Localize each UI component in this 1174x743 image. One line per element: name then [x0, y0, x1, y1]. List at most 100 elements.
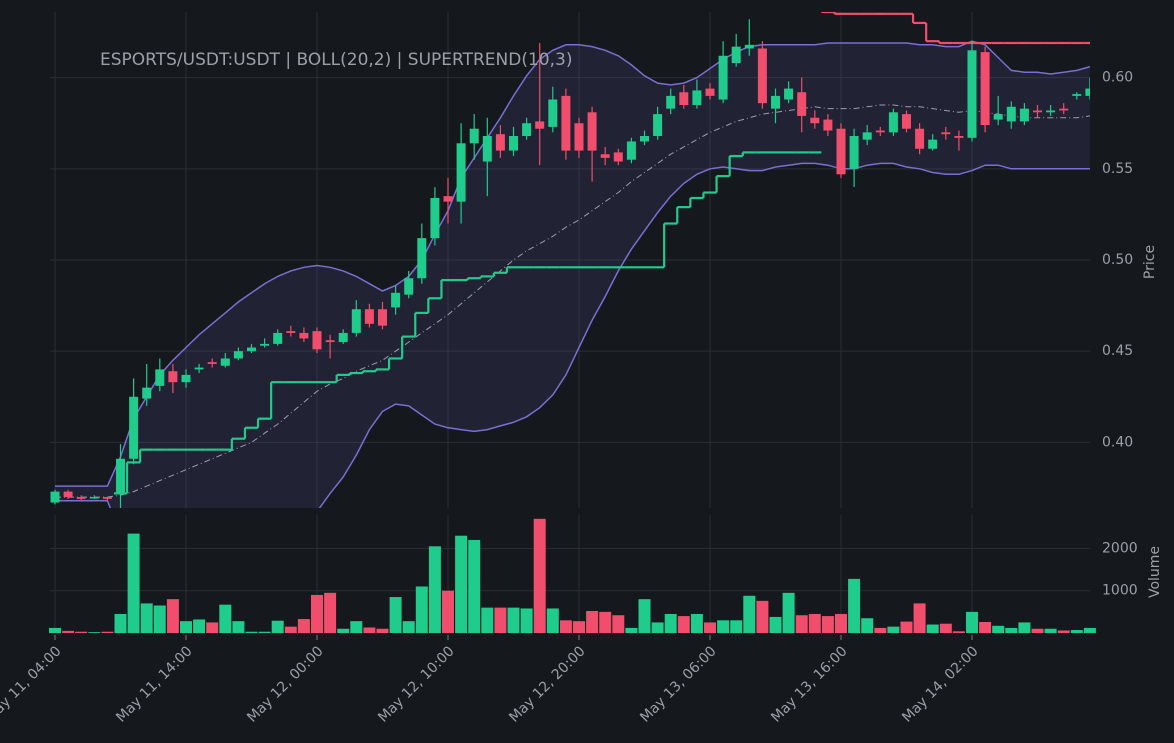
y-axis-label: Price	[1142, 245, 1158, 279]
candle-body	[836, 128, 846, 175]
candle-body	[928, 139, 938, 149]
candle-body	[1072, 94, 1082, 96]
volume-bar	[533, 518, 546, 633]
candle-body	[220, 358, 230, 366]
candle-body	[823, 119, 833, 131]
volume-bar	[166, 599, 179, 633]
volume-bar	[1044, 628, 1057, 633]
candle-body	[1046, 110, 1056, 113]
candle-body	[469, 128, 479, 144]
candle-body	[522, 123, 532, 136]
candle-body	[718, 55, 728, 100]
candle-body	[561, 95, 571, 151]
volume-bar	[153, 605, 166, 633]
volume-bar	[402, 621, 415, 633]
candle-body	[338, 332, 348, 343]
candle-body	[247, 347, 256, 352]
candle-body	[273, 332, 283, 344]
candle-body	[509, 136, 518, 151]
volume-bar	[795, 615, 808, 633]
candle-body	[574, 123, 584, 151]
candle-body	[207, 362, 217, 364]
volume-bar	[75, 631, 88, 633]
volume-bar	[690, 613, 703, 633]
candle-body	[116, 458, 125, 494]
volume-bar	[389, 597, 402, 633]
volume-bar	[677, 616, 690, 633]
candle-body	[50, 491, 60, 503]
candle-body	[902, 114, 911, 129]
candle-body	[640, 136, 649, 142]
volume-bar	[769, 616, 782, 633]
volume-bar	[900, 621, 913, 633]
chart-title: ESPORTS/USDT:USDT | BOLL(20,2) | SUPERTR…	[100, 50, 572, 70]
candle-body	[1033, 110, 1042, 113]
candle-body	[351, 309, 361, 333]
y-tick-label: 0.40	[1102, 434, 1133, 450]
volume-bar	[861, 618, 874, 633]
volume-bar	[193, 619, 206, 633]
candle-body	[63, 491, 73, 498]
candle-body	[286, 331, 296, 333]
candle-body	[404, 278, 414, 295]
volume-bar	[507, 607, 520, 633]
volume-bar	[311, 594, 323, 633]
candle-body	[666, 95, 676, 109]
candle-body	[1019, 108, 1029, 122]
y-axis-label: Volume	[1147, 546, 1163, 598]
candle-body	[1085, 88, 1090, 96]
candle-body	[391, 292, 401, 308]
volume-bar	[127, 533, 140, 633]
volume-bar	[743, 595, 756, 633]
volume-bar	[363, 627, 376, 633]
volume-bar	[114, 613, 127, 633]
volume-bar	[1018, 622, 1031, 633]
volume-bar	[992, 625, 1005, 633]
volume-bar	[49, 627, 61, 633]
volume-bar	[468, 539, 481, 633]
volume-bar	[704, 622, 716, 633]
candle-body	[378, 309, 387, 326]
volume-bar	[1005, 627, 1018, 633]
volume-bar	[586, 611, 599, 633]
candle-body	[915, 128, 925, 149]
candle-body	[771, 95, 780, 109]
volume-bar	[206, 622, 219, 633]
volume-bar	[258, 631, 271, 633]
volume-bar	[271, 620, 284, 633]
volume-bar	[350, 621, 363, 633]
y-tick-label: 1000	[1102, 583, 1138, 599]
candle-body	[744, 44, 754, 49]
volume-bar	[559, 620, 572, 633]
volume-bar	[442, 590, 454, 633]
volume-bar	[913, 603, 926, 633]
candle-body	[941, 132, 951, 135]
y-tick-label: 0.55	[1102, 161, 1133, 177]
volume-bar	[140, 603, 153, 633]
candle-body	[194, 367, 204, 370]
volume-bar	[180, 621, 192, 633]
candle-body	[888, 112, 898, 133]
candle-body	[862, 132, 872, 140]
volume-bar	[966, 611, 978, 633]
volume-bar	[612, 615, 625, 633]
candle-body	[797, 92, 807, 116]
y-tick-label: 0.60	[1102, 70, 1133, 86]
candle-body	[1006, 106, 1016, 122]
volume-bar	[979, 622, 992, 633]
candle-body	[417, 238, 427, 279]
volume-bar	[573, 621, 585, 633]
candle-body	[587, 112, 597, 151]
candle-body	[954, 136, 964, 138]
grid	[50, 12, 1090, 640]
candle-body	[89, 497, 99, 499]
volume-bar	[428, 546, 441, 633]
y-tick-label: 0.50	[1102, 252, 1133, 268]
candle-body	[757, 48, 767, 104]
candle-body	[849, 136, 859, 169]
volume-bar	[874, 627, 887, 633]
candle-body	[810, 117, 820, 124]
candle-body	[76, 497, 86, 499]
candle-body	[495, 134, 505, 151]
candle-body	[980, 52, 990, 126]
